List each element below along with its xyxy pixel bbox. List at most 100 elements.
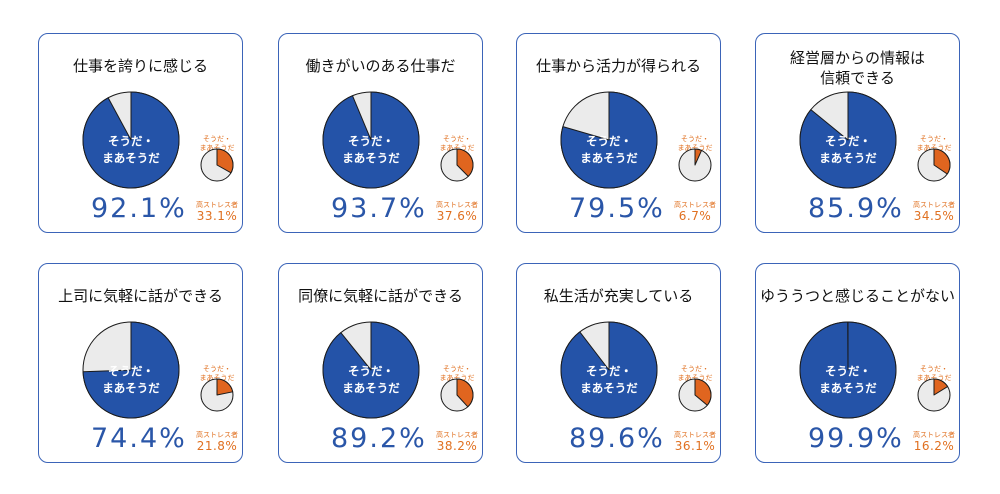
main-pie-chart <box>560 91 658 189</box>
high-stress-label: 高ストレス者 <box>436 431 478 439</box>
high-stress-pie-value-slice <box>456 148 474 177</box>
high-stress-pie-value-slice <box>694 148 703 166</box>
high-stress-pie-chart <box>917 378 951 412</box>
main-percentage: 89.6% <box>569 423 665 454</box>
high-stress-pie-value-slice <box>694 378 712 406</box>
main-pie-value-slice <box>322 91 420 189</box>
small-pie-label: そうだ・ まあそうだ <box>669 135 721 153</box>
high-stress-percentage: 6.7% <box>678 209 712 223</box>
main-slice-label: そうだ・ まあそうだ <box>559 363 659 397</box>
small-pie-label-line1: そうだ・ <box>920 135 948 143</box>
small-pie-label: そうだ・ まあそうだ <box>191 135 243 153</box>
main-pie-chart <box>322 321 420 419</box>
main-slice-label-line2: まあそうだ <box>580 151 638 165</box>
chart-card: 上司に気軽に話ができる そうだ・ まあそうだ そうだ・ まあそうだ 74.4% 高ストレス者… <box>38 263 243 463</box>
main-slice-label-line2: まあそうだ <box>819 381 877 395</box>
high-stress-pie-chart <box>200 378 234 412</box>
small-pie-label-line1: そうだ・ <box>443 135 471 143</box>
main-percentage: 92.1% <box>91 193 187 224</box>
high-stress-percentage: 38.2% <box>436 439 478 453</box>
small-pie-label-line2: まあそうだ <box>439 374 475 382</box>
chart-title-line: 経営層からの情報は <box>789 49 925 67</box>
chart-card: 仕事から活力が得られる そうだ・ まあそうだ そうだ・ まあそうだ 79.5% 高ストレス者… <box>516 33 721 233</box>
chart-title: 私生活が充実している <box>543 287 694 305</box>
high-stress-pie-chart <box>678 378 712 412</box>
main-slice-label-line2: まあそうだ <box>342 381 400 395</box>
small-pie-label-line1: そうだ・ <box>443 365 471 373</box>
main-pie-value-slice <box>82 321 180 419</box>
small-pie-label-line2: まあそうだ <box>916 144 952 152</box>
main-slice-label-line2: まあそうだ <box>102 381 160 395</box>
high-stress-label: 高ストレス者 <box>196 431 238 439</box>
main-pie-value-slice <box>322 321 420 419</box>
chart-title: 上司に気軽に話ができる <box>58 287 223 305</box>
high-stress-pie-chart <box>678 148 712 182</box>
main-slice-label-line2: まあそうだ <box>102 151 160 165</box>
main-slice-label: そうだ・ まあそうだ <box>81 133 181 167</box>
high-stress-percentage: 33.1% <box>196 209 238 223</box>
main-pie-chart <box>560 321 658 419</box>
chart-title: 働きがいのある仕事だ <box>305 57 456 75</box>
high-stress-label: 高ストレス者 <box>196 201 238 209</box>
main-slice-label: そうだ・ まあそうだ <box>798 363 898 397</box>
small-pie-label: そうだ・ まあそうだ <box>191 365 243 383</box>
small-pie-label: そうだ・ まあそうだ <box>908 135 960 153</box>
main-slice-label: そうだ・ まあそうだ <box>321 133 421 167</box>
high-stress-pie-value-slice <box>216 378 234 396</box>
small-pie-label-line2: まあそうだ <box>677 374 713 382</box>
small-pie-label-line2: まあそうだ <box>916 374 952 382</box>
main-slice-label: そうだ・ まあそうだ <box>321 363 421 397</box>
main-percentage: 93.7% <box>331 193 427 224</box>
chart-title: 仕事を誇りに感じる <box>72 57 208 75</box>
high-stress-pie-value-slice <box>933 378 949 396</box>
small-pie-label-line1: そうだ・ <box>203 135 231 143</box>
chart-card: 働きがいのある仕事だ そうだ・ まあそうだ そうだ・ まあそうだ 93.7% 高ストレス者 3… <box>278 33 483 233</box>
high-stress-pie-value-slice <box>456 378 474 408</box>
high-stress-pie-value-slice <box>933 148 951 175</box>
chart-title: 同僚に気軽に話ができる <box>298 287 463 305</box>
main-slice-label-line1: そうだ・ <box>348 134 394 148</box>
main-pie-value-slice <box>560 321 658 419</box>
high-stress-pie-chart <box>440 148 474 182</box>
main-slice-label-line1: そうだ・ <box>108 364 154 378</box>
chart-card: 経営層からの情報は 信頼できる そうだ・ まあそうだ そうだ・ まあそうだ 85.9% 高スト… <box>755 33 960 233</box>
small-pie-label-line2: まあそうだ <box>677 144 713 152</box>
small-pie-label: そうだ・ まあそうだ <box>669 365 721 383</box>
main-slice-label: そうだ・ まあそうだ <box>81 363 181 397</box>
main-pie-value-slice <box>799 91 897 189</box>
high-stress-label: 高ストレス者 <box>674 431 716 439</box>
main-slice-label-line1: そうだ・ <box>825 364 871 378</box>
small-pie-label: そうだ・ まあそうだ <box>431 135 483 153</box>
main-slice-label: そうだ・ まあそうだ <box>798 133 898 167</box>
main-pie-chart <box>82 321 180 419</box>
small-pie-label: そうだ・ まあそうだ <box>431 365 483 383</box>
main-pie-value-slice <box>82 91 180 189</box>
high-stress-percentage: 16.2% <box>913 439 955 453</box>
main-pie-value-slice <box>560 91 658 189</box>
high-stress-percentage: 37.6% <box>436 209 478 223</box>
small-pie-label-line1: そうだ・ <box>920 365 948 373</box>
small-pie-label-line2: まあそうだ <box>199 374 235 382</box>
main-pie-value-slice <box>799 321 897 419</box>
small-pie-label-line1: そうだ・ <box>681 135 709 143</box>
main-slice-label-line1: そうだ・ <box>825 134 871 148</box>
main-percentage: 99.9% <box>808 423 904 454</box>
high-stress-label: 高ストレス者 <box>674 201 716 209</box>
high-stress-label: 高ストレス者 <box>436 201 478 209</box>
main-slice-label-line1: そうだ・ <box>348 364 394 378</box>
main-pie-chart <box>322 91 420 189</box>
small-pie-label-line1: そうだ・ <box>203 365 231 373</box>
small-pie-label-line1: そうだ・ <box>681 365 709 373</box>
small-pie-label-line2: まあそうだ <box>439 144 475 152</box>
chart-title: 経営層からの情報は 信頼できる <box>756 48 959 88</box>
high-stress-percentage: 36.1% <box>674 439 716 453</box>
chart-title: ゆううつと感じることがない <box>759 287 955 305</box>
main-percentage: 85.9% <box>808 193 904 224</box>
chart-card: 仕事を誇りに感じる そうだ・ まあそうだ そうだ・ まあそうだ 92.1% 高ストレス者 33… <box>38 33 243 233</box>
high-stress-percentage: 21.8% <box>196 439 238 453</box>
high-stress-pie-value-slice <box>216 148 234 174</box>
chart-title: 仕事から活力が得られる <box>535 57 701 75</box>
high-stress-percentage: 34.5% <box>913 209 955 223</box>
main-pie-chart <box>799 91 897 189</box>
